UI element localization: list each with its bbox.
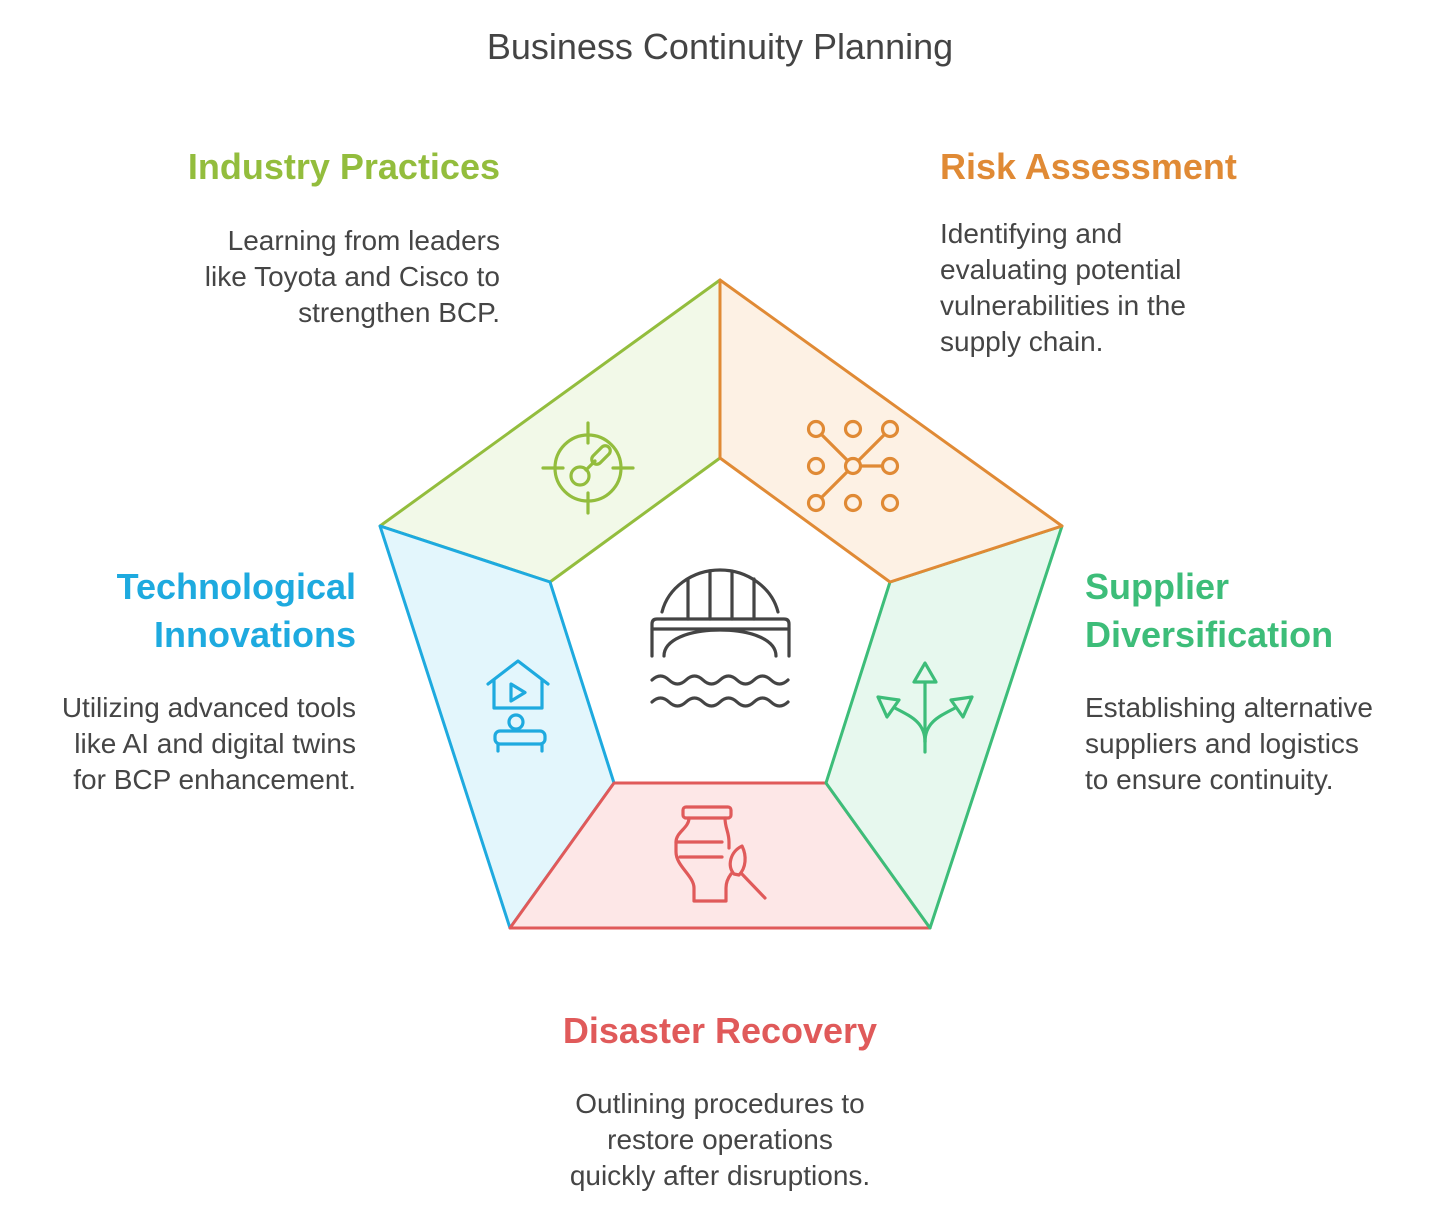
diagram-title: Business Continuity Planning (486, 26, 954, 67)
risk-assessment-description: Identifying and evaluating potential vul… (940, 216, 1186, 360)
industry-practices-heading: Industry Practices (188, 143, 500, 191)
segment-risk-assessment (718, 278, 1064, 584)
description-line: supply chain. (940, 326, 1104, 357)
target-gauge-icon (541, 421, 635, 515)
house-play-icon (486, 659, 550, 753)
description-line: Learning from leaders (227, 225, 500, 256)
heading-line: Supplier (1085, 566, 1230, 607)
heading-line: Industry Practices (187, 146, 500, 187)
risk-assessment-heading: Risk Assessment (940, 143, 1237, 191)
supplier-diversification-heading: Supplier Diversification (1085, 563, 1333, 659)
bridge-icon (650, 568, 791, 708)
description-line: evaluating potential (940, 254, 1182, 285)
description-line: like AI and digital twins (74, 728, 356, 759)
description-line: Establishing alternative (1085, 692, 1373, 723)
heading-line: Risk Assessment (940, 146, 1237, 187)
supplier-diversification-description: Establishing alternative suppliers and l… (1085, 690, 1373, 798)
disaster-recovery-heading: Disaster Recovery (0, 1007, 1440, 1055)
heading-line: Diversification (1085, 614, 1334, 655)
description-line: Identifying and (940, 218, 1123, 249)
heading-line: Technological (116, 566, 356, 607)
branching-arrows-icon (876, 661, 974, 754)
network-nodes-icon (806, 419, 900, 513)
description-line: suppliers and logistics (1085, 728, 1359, 759)
description-line: like Toyota and Cisco to (204, 261, 500, 292)
industry-practices-description: Learning from leaders like Toyota and Ci… (205, 223, 500, 331)
description-line: Utilizing advanced tools (61, 692, 356, 723)
description-line: strengthen BCP. (298, 297, 500, 328)
vase-brush-icon (674, 805, 767, 903)
heading-line: Disaster Recovery (562, 1010, 878, 1051)
technological-innovations-description: Utilizing advanced tools like AI and dig… (62, 690, 356, 798)
disaster-recovery-description: Outlining procedures to restore operatio… (0, 1086, 1440, 1194)
description-line: Outlining procedures to (575, 1088, 865, 1119)
description-line: vulnerabilities in the (940, 290, 1186, 321)
description-line: for BCP enhancement. (73, 764, 356, 795)
description-line: quickly after disruptions. (569, 1160, 871, 1191)
heading-line: Innovations (153, 614, 356, 655)
technological-innovations-heading: Technological Innovations (117, 563, 356, 659)
description-line: restore operations (607, 1124, 833, 1155)
description-line: to ensure continuity. (1085, 764, 1334, 795)
